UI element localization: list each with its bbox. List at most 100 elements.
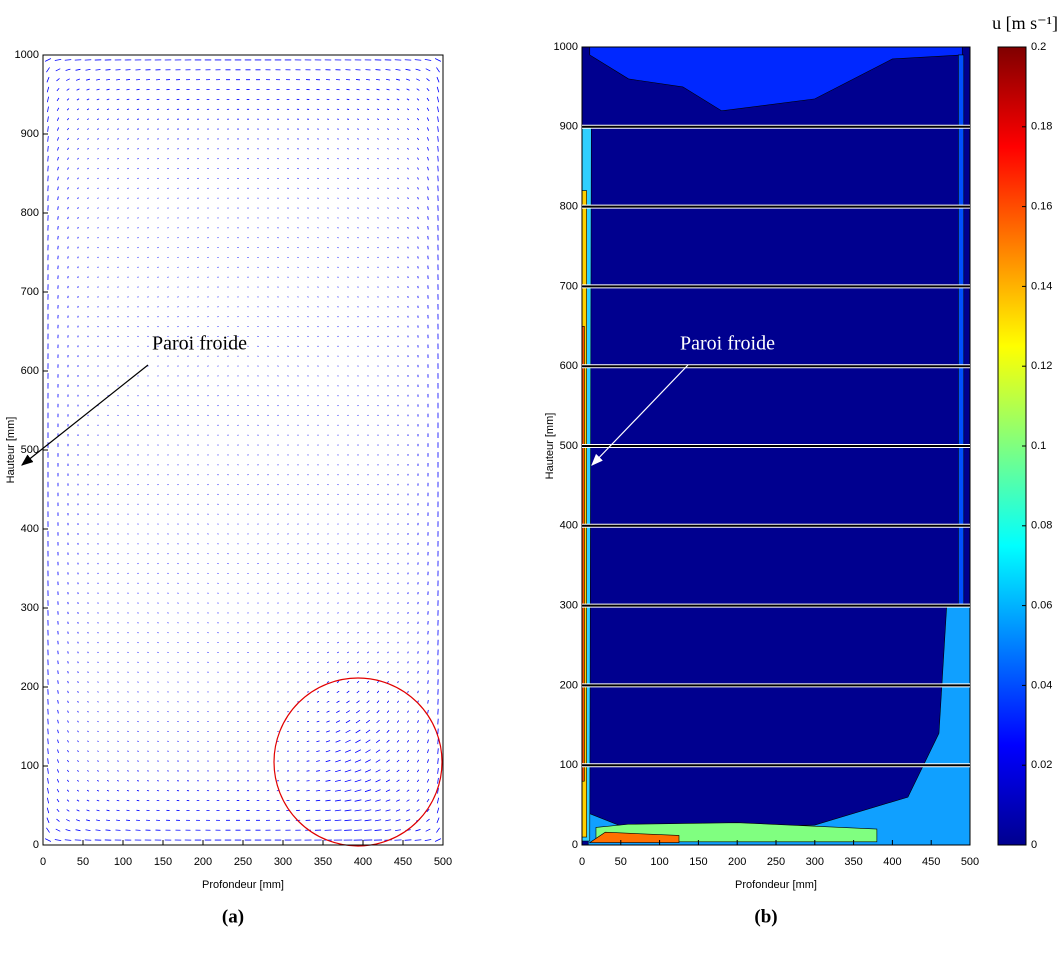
vector — [365, 729, 371, 734]
vector — [367, 138, 369, 140]
vector — [307, 286, 309, 288]
vector — [307, 651, 309, 654]
vector — [157, 276, 159, 278]
vector — [367, 661, 369, 664]
vector — [44, 58, 52, 62]
vector — [197, 385, 199, 387]
vector — [357, 197, 359, 199]
vector — [344, 749, 352, 753]
vector — [167, 553, 169, 555]
vector — [427, 206, 429, 210]
vector — [126, 799, 130, 802]
vector — [97, 701, 99, 703]
vector — [365, 739, 371, 744]
vector — [367, 256, 369, 259]
vector — [367, 612, 369, 614]
vector — [345, 710, 351, 714]
vector — [426, 117, 430, 121]
vector — [87, 779, 89, 782]
vector — [327, 651, 329, 654]
vector — [386, 729, 390, 733]
vector — [267, 385, 269, 387]
vector — [157, 246, 159, 249]
vector — [137, 622, 139, 624]
vector — [364, 779, 372, 783]
vector — [116, 88, 120, 91]
vector — [56, 818, 60, 822]
vector — [356, 710, 360, 714]
vector — [116, 799, 120, 802]
vector — [406, 809, 410, 812]
vector — [55, 68, 61, 72]
y-tick-label: 300 — [560, 600, 578, 612]
vector — [297, 553, 299, 555]
vector — [376, 118, 380, 120]
vector — [46, 797, 50, 804]
vector — [267, 483, 269, 486]
vector — [307, 355, 309, 357]
vector — [167, 256, 169, 259]
vector — [354, 799, 362, 802]
vector — [427, 156, 429, 161]
vector — [77, 187, 79, 190]
vector — [177, 266, 179, 268]
vector — [167, 582, 169, 584]
vector — [86, 98, 90, 101]
vector — [267, 513, 269, 515]
vector — [376, 700, 380, 704]
vector — [87, 167, 89, 170]
vector — [137, 237, 139, 239]
vector — [397, 700, 399, 703]
vector — [67, 700, 69, 704]
vector — [396, 720, 400, 723]
vector — [57, 206, 59, 210]
vector — [167, 562, 169, 565]
vector — [297, 335, 299, 338]
vector — [287, 562, 289, 565]
vector — [387, 671, 389, 674]
vector — [345, 739, 351, 743]
vector — [317, 681, 319, 683]
vector — [116, 780, 120, 782]
vector — [417, 690, 419, 694]
vector — [337, 276, 339, 278]
vector — [46, 807, 50, 814]
vector — [427, 690, 429, 694]
vector — [217, 483, 219, 486]
vector — [297, 345, 299, 347]
vector — [57, 166, 59, 171]
vector — [207, 404, 209, 407]
vector — [277, 404, 279, 407]
vector — [386, 88, 390, 91]
vector — [137, 720, 139, 723]
vector — [197, 592, 199, 594]
vector — [67, 177, 69, 180]
vector — [386, 769, 390, 773]
vector — [277, 543, 279, 545]
y-tick-label: 400 — [560, 520, 578, 532]
vector — [47, 116, 49, 123]
vector — [387, 680, 389, 684]
vector — [147, 612, 149, 614]
vector — [107, 760, 109, 762]
vector — [357, 158, 359, 160]
vector — [77, 128, 79, 130]
vector — [127, 266, 129, 268]
vector — [137, 296, 139, 298]
vector — [77, 710, 79, 713]
vector — [425, 68, 431, 72]
vector — [177, 276, 179, 278]
vector — [377, 138, 379, 140]
vector — [307, 316, 309, 318]
vector — [207, 335, 209, 338]
vector — [97, 760, 99, 762]
vector — [397, 671, 399, 674]
vector — [334, 799, 342, 802]
vector — [157, 612, 159, 614]
vector — [107, 167, 109, 170]
vector — [344, 769, 352, 773]
vector — [77, 700, 79, 703]
vector — [437, 155, 439, 162]
vector — [357, 276, 359, 278]
vector — [197, 306, 199, 308]
